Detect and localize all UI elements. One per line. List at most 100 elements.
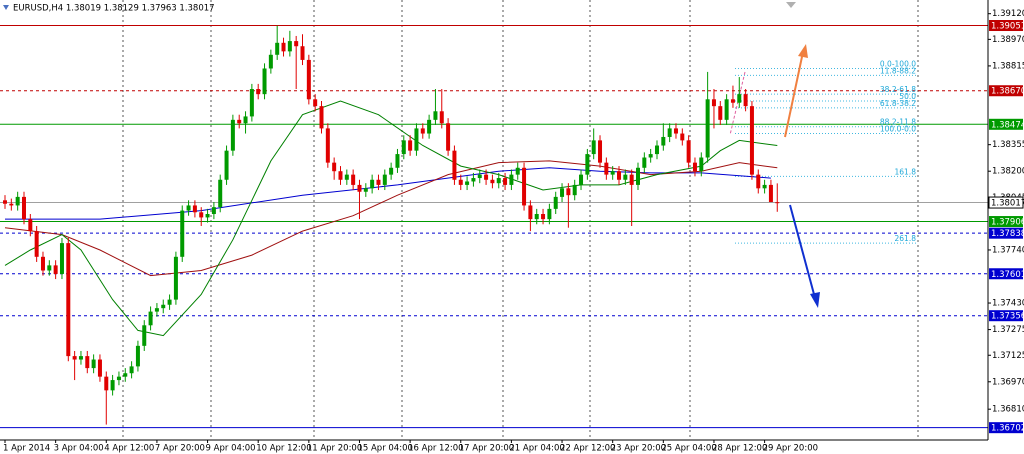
y-tick-label: 1.37430 [992, 299, 1024, 309]
y-tick-label: 1.37740 [992, 245, 1024, 255]
candle-body [199, 212, 204, 218]
fib-label: 38.2-61.8 [880, 85, 916, 94]
candle-body [97, 359, 102, 377]
candle-body [458, 179, 463, 185]
candle-body [173, 256, 178, 300]
candle-body [104, 376, 109, 391]
fib-label: 161.8 [895, 167, 917, 176]
candle-body [351, 174, 356, 185]
candle-body [154, 308, 159, 312]
candle-body [53, 265, 58, 274]
candle-body [389, 167, 394, 175]
candle-body [167, 299, 172, 305]
x-tick-label: 21 Apr 04:00 [509, 444, 564, 454]
x-tick-label: 29 Apr 20:00 [763, 444, 818, 454]
candle-body [382, 174, 387, 185]
price-level-box [989, 216, 1023, 228]
candle-body [91, 359, 96, 369]
x-tick-label: 23 Apr 20:00 [611, 444, 666, 454]
price-level-box [989, 227, 1023, 239]
price-level-label: 1.36702 [991, 424, 1024, 434]
candle-body [503, 178, 508, 185]
candle-body [528, 205, 533, 220]
candle-body [446, 123, 451, 151]
price-level-label: 1.39051 [991, 22, 1024, 32]
candle-body [762, 184, 767, 189]
candle-body [363, 188, 368, 192]
candle-body [743, 94, 748, 107]
candle-body [325, 128, 330, 163]
candle-body [230, 119, 235, 151]
candle-body [585, 154, 590, 175]
candle-body [408, 140, 413, 151]
y-tick-label: 1.36970 [992, 377, 1024, 387]
levels [0, 25, 988, 429]
fib-label: 50.0 [899, 92, 916, 101]
fibonacci: 0.0-100.011.8-88.2 38.2-61.850.061.8-38.2… [735, 59, 918, 244]
candle-body [344, 174, 349, 180]
candle-body [730, 99, 735, 103]
candle-body [572, 184, 577, 196]
candle-body [566, 188, 571, 196]
candle-body [370, 179, 375, 189]
candle-body [604, 162, 609, 175]
fib-trendline [729, 71, 746, 136]
candle-body [737, 94, 742, 103]
y-tick-label: 1.36810 [992, 405, 1024, 415]
candle-body [142, 325, 147, 346]
y-tick-label: 1.39120 [992, 9, 1024, 19]
candle-body [85, 356, 90, 369]
price-level-box [989, 268, 1023, 280]
candle-body [338, 171, 343, 180]
price-level-label: 1.38017 [991, 199, 1024, 209]
candle-body [275, 42, 280, 55]
candle-body [47, 265, 52, 271]
candle-body [547, 208, 552, 220]
y-tick-label: 1.38355 [992, 140, 1024, 150]
x-tick-label: 16 Apr 12:00 [408, 444, 463, 454]
candle-body [148, 311, 153, 326]
candle-body [306, 59, 311, 100]
candle-body [629, 174, 634, 185]
candle-body [211, 207, 216, 215]
candle-body [673, 128, 678, 134]
price-level-box [989, 20, 1023, 32]
candle-body [522, 167, 527, 206]
fib-label: 100.0-0.0 [880, 125, 916, 134]
candle-body [496, 178, 501, 184]
price-level-box [989, 85, 1023, 97]
x-tick-label: 15 Apr 04:00 [357, 444, 412, 454]
candle-body [680, 133, 685, 141]
y-tick-label: 1.38970 [992, 35, 1024, 45]
candle-body [319, 106, 324, 129]
candle-body [534, 214, 539, 220]
x-tick-label: 4 Apr 12:00 [104, 444, 154, 454]
candle-body [560, 188, 565, 197]
candle-body [294, 41, 299, 47]
candle-body [161, 304, 166, 309]
candle-body [281, 42, 286, 52]
price-level-label: 1.38474 [991, 120, 1024, 130]
candle-body [3, 200, 7, 204]
fib-label: 0.0-100.0 [880, 59, 916, 68]
candle-body [705, 99, 710, 158]
price-level-label: 1.37906 [991, 218, 1024, 228]
x-tick-label: 28 Apr 12:00 [712, 444, 767, 454]
candle-body [509, 174, 514, 185]
fib-label: 88.2-11.8 [880, 118, 916, 127]
candle-body [433, 111, 438, 120]
candle-body [192, 205, 197, 213]
candle-body [256, 89, 261, 95]
candle-body [692, 162, 697, 172]
x-tick-label: 3 Apr 04:00 [54, 444, 104, 454]
y-tick-label: 1.38815 [992, 61, 1024, 71]
candle-body [515, 167, 520, 175]
candle-body [686, 140, 691, 163]
candle-body [749, 106, 754, 175]
candle-body [452, 150, 457, 180]
moving-average [4, 160, 778, 277]
candle-body [654, 145, 659, 155]
candle-body [224, 150, 229, 180]
down-arrow [789, 204, 816, 299]
